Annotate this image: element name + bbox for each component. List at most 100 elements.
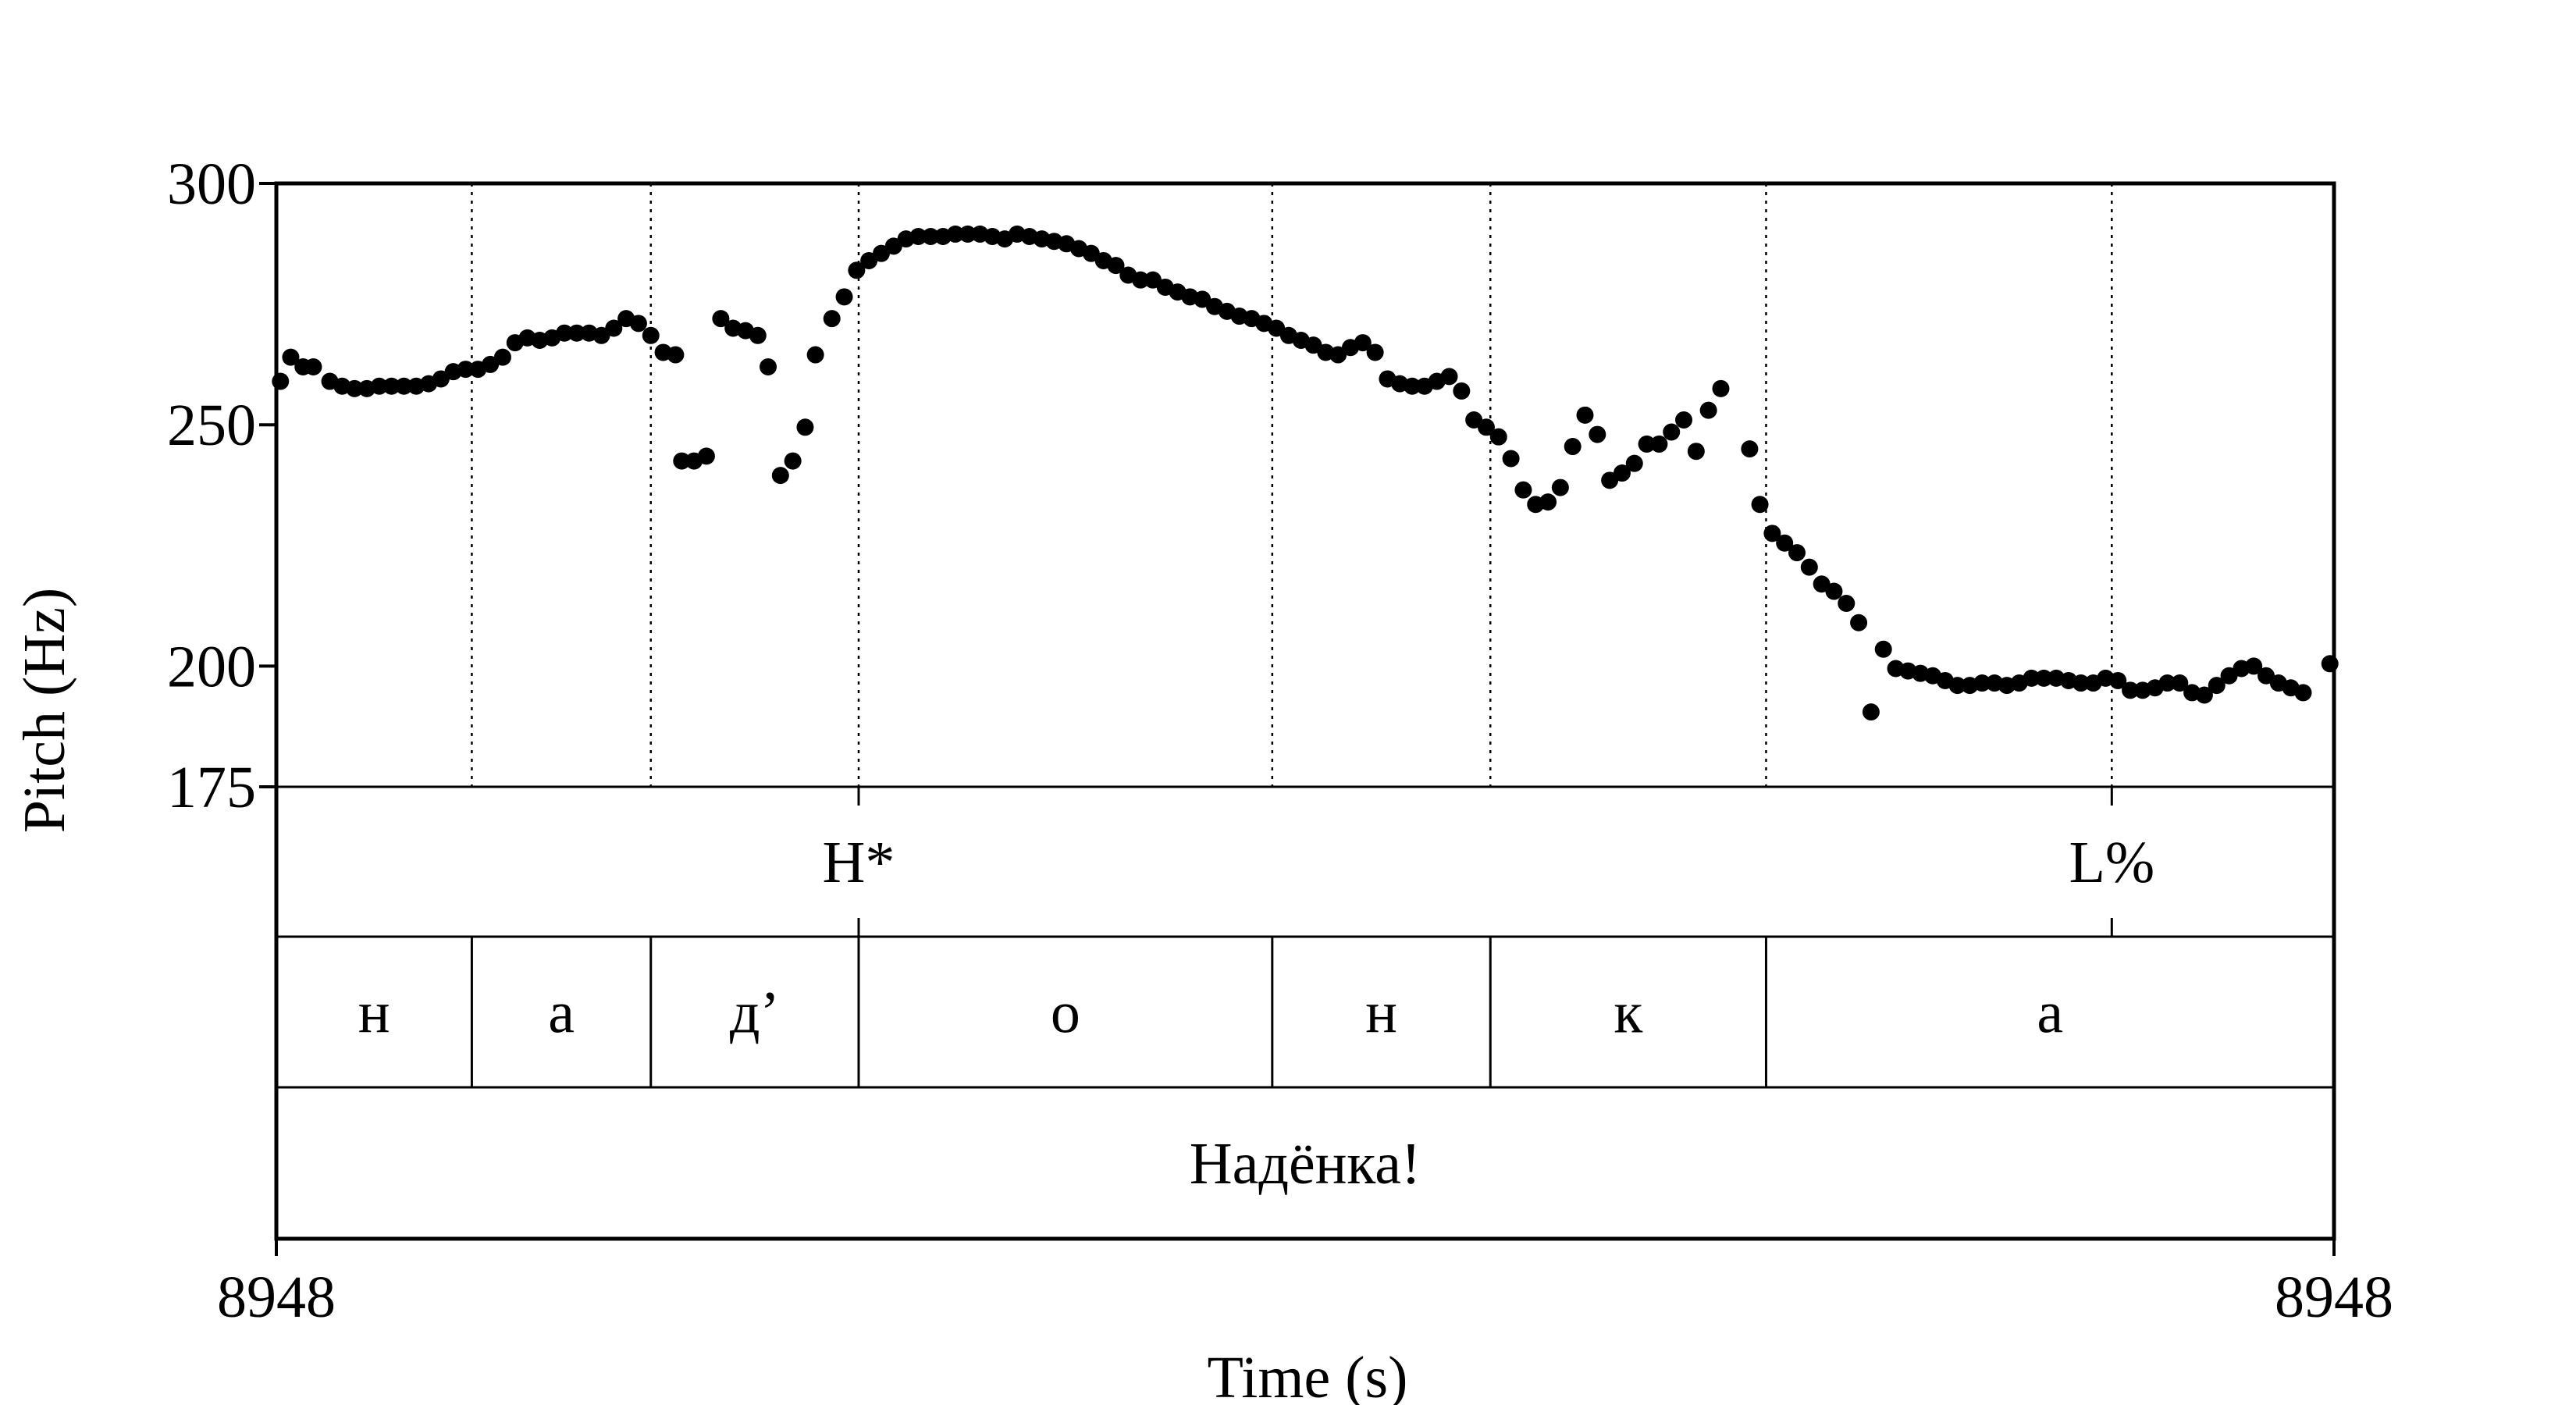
x-axis-title: Time (s): [1208, 1345, 1408, 1405]
pitch-point: [1551, 478, 1569, 496]
plot-frame: [274, 181, 2336, 1241]
pitch-point: [1502, 450, 1520, 468]
pitch-point: [1489, 428, 1507, 446]
pitch-point: [1589, 425, 1606, 443]
pitch-point: [806, 346, 824, 364]
x-tick-label: 8948: [217, 1264, 336, 1330]
plot-border: [274, 181, 2336, 1241]
pitch-point: [2122, 681, 2140, 699]
pitch-point: [946, 225, 964, 243]
pitch-point: [1477, 418, 1495, 436]
pitch-point: [1564, 438, 1582, 456]
pitch-point: [457, 361, 475, 379]
pitch-point: [1663, 423, 1681, 441]
pitch-point: [2294, 684, 2312, 702]
y-tick-label: 300: [167, 151, 256, 217]
pitch-point: [1763, 525, 1781, 542]
pitch-point: [909, 228, 927, 246]
pitch-point: [823, 310, 841, 328]
segment-label: а: [548, 980, 575, 1046]
pitch-point: [1825, 582, 1843, 600]
pitch-series: [272, 225, 2339, 721]
pitch-point: [1453, 382, 1471, 400]
pitch-point: [493, 348, 511, 366]
pitch-point: [712, 310, 730, 328]
pitch-point: [304, 357, 322, 375]
y-tick-label: 250: [167, 393, 256, 458]
pitch-point: [2208, 677, 2226, 695]
tier-labels: H* L% н а д’ о н к а Надёнка!: [358, 830, 2154, 1197]
pitch-point: [2245, 657, 2263, 675]
segment-label: д’: [730, 980, 780, 1046]
pitch-point: [2158, 674, 2176, 692]
pitch-point: [1751, 496, 1769, 514]
pitch-point: [1699, 401, 1717, 419]
pitch-point: [1776, 534, 1794, 552]
pitch-point: [370, 377, 388, 395]
tone-label: L%: [2069, 830, 2154, 895]
segment-label: а: [2037, 980, 2063, 1046]
pitch-point: [922, 228, 940, 246]
pitch-point: [1440, 368, 1458, 386]
pitch-point: [1613, 464, 1631, 482]
pitch-point: [835, 288, 853, 306]
segment-label: о: [1051, 980, 1080, 1046]
pitch-point: [1354, 334, 1372, 352]
pitch-point: [1675, 411, 1693, 429]
pitch-point: [2171, 674, 2189, 692]
segment-label: н: [1365, 980, 1397, 1046]
pitch-point: [771, 467, 789, 485]
pitch-point: [1539, 493, 1557, 511]
pitch-point: [2109, 671, 2127, 689]
pitch-point: [1576, 406, 1594, 424]
pitch-point: [796, 418, 814, 436]
pitch-point: [556, 324, 574, 342]
y-tick-label: 200: [167, 634, 256, 699]
pitch-point: [1366, 343, 1384, 361]
pitch-point: [1404, 377, 1421, 395]
pitch-point: [1800, 558, 1818, 576]
pitch-point: [1712, 379, 1730, 397]
pitch-point: [629, 315, 647, 333]
pitch-point: [382, 377, 400, 395]
y-axis: 175 200 250 300: [167, 151, 276, 820]
pitch-point: [395, 377, 413, 395]
pitch-point: [1973, 674, 1991, 692]
pitch-point: [697, 447, 715, 465]
tone-label: H*: [823, 830, 895, 895]
pitch-point: [2195, 686, 2213, 704]
pitch-point: [1650, 435, 1668, 453]
pitch-point: [1638, 435, 1656, 453]
pitch-point: [568, 324, 585, 342]
x-tick-label: 8948: [2275, 1264, 2393, 1330]
pitch-point: [642, 326, 660, 344]
pitch-point: [848, 261, 866, 279]
pitch-point: [1514, 481, 1532, 499]
pitch-point: [749, 326, 767, 344]
pitch-point: [1838, 595, 1856, 613]
pitch-point: [1107, 257, 1125, 275]
segment-label: к: [1614, 980, 1642, 1046]
pitch-point: [1874, 640, 1892, 658]
y-tick-label: 175: [167, 755, 256, 820]
pitch-point: [346, 379, 364, 397]
pitch-point: [2023, 669, 2041, 687]
pitch-boundary-lines: [471, 183, 2113, 787]
pitch-point: [667, 346, 685, 364]
pitch-point: [1687, 443, 1705, 461]
pitch-point: [760, 357, 777, 375]
pitch-point: [1862, 703, 1880, 721]
pitch-point: [784, 452, 802, 470]
pitch-point: [1132, 271, 1150, 289]
pitch-point: [1625, 454, 1643, 472]
tier-lines: [276, 785, 2334, 1089]
pitch-point: [1948, 677, 1966, 695]
pitch-point: [1788, 544, 1806, 562]
pitch-point: [282, 348, 300, 366]
x-axis: 8948 8948: [217, 1239, 2393, 1330]
pitch-point: [2072, 674, 2090, 692]
pitch-point: [1850, 614, 1868, 631]
y-axis-title: Pitch (Hz): [12, 588, 77, 833]
